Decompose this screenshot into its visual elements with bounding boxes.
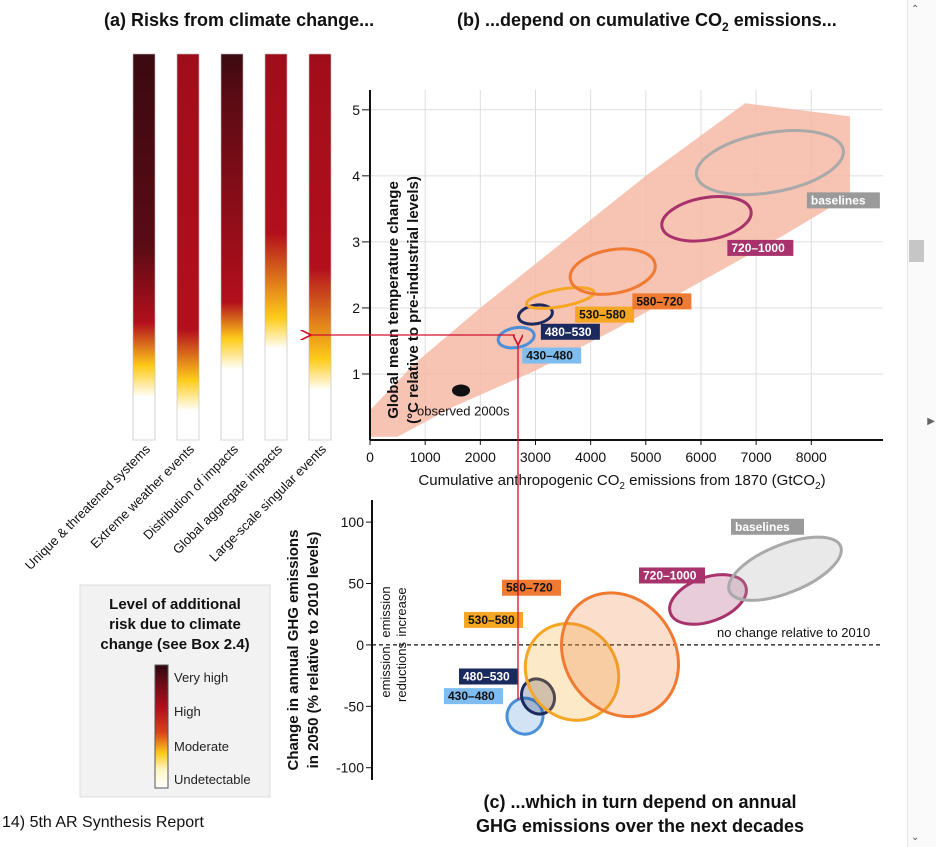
scenario-ellipse bbox=[660, 195, 753, 243]
x-tick-label: 1000 bbox=[410, 449, 441, 465]
scenario-tag bbox=[464, 611, 523, 628]
scenario-tag-label: 720–1000 bbox=[643, 568, 697, 582]
panel-c-ylabel-line2: in 2050 (% relative to 2010 levels) bbox=[305, 532, 322, 769]
scenario-tag-label: 580–720 bbox=[636, 294, 683, 308]
legend-very-high: Very high bbox=[174, 670, 228, 685]
panel-c-ylabel: Change in annual GHG emissions in 2050 (… bbox=[285, 530, 322, 771]
x-tick-label: 0 bbox=[366, 449, 374, 465]
y-tick-label: -50 bbox=[344, 698, 364, 714]
risk-bar bbox=[176, 53, 200, 441]
panel-c-ylabel-line1: Change in annual GHG emissions bbox=[285, 530, 302, 771]
legend-title-line2: risk due to climate bbox=[109, 616, 241, 633]
legend-high: High bbox=[174, 704, 201, 719]
panel-b-xlabel: Cumulative anthropogenic CO2 emissions f… bbox=[418, 472, 825, 492]
y-tick-label: 1 bbox=[352, 366, 360, 382]
y-tick-label: -100 bbox=[336, 760, 364, 776]
emission-increase-line2: increase bbox=[394, 587, 409, 636]
risk-bar bbox=[132, 53, 156, 441]
y-tick-label: 0 bbox=[356, 637, 364, 653]
scenario-tag bbox=[459, 668, 518, 685]
y-tick-label: 100 bbox=[341, 514, 365, 530]
vertical-scrollbar[interactable]: ⌃ ⌄ bbox=[907, 0, 936, 847]
chevron-up-icon[interactable]: ⌃ bbox=[911, 4, 920, 15]
y-tick-label: 50 bbox=[348, 576, 364, 592]
zero-line-label: no change relative to 2010 bbox=[717, 625, 870, 640]
scenario-tag bbox=[540, 323, 600, 340]
scenario-tag bbox=[639, 567, 705, 584]
uncertainty-plume bbox=[370, 103, 850, 437]
scrollbar-thumb[interactable] bbox=[909, 240, 924, 262]
scenario-tag-label: 430–480 bbox=[448, 689, 495, 703]
scenario-tag-label: 530–580 bbox=[468, 613, 515, 627]
risk-bars bbox=[132, 53, 332, 441]
risk-legend: Level of additional risk due to climate … bbox=[79, 584, 271, 798]
scenario-tag-label: 720–1000 bbox=[731, 241, 785, 255]
legend-title-line1: Level of additional bbox=[109, 596, 241, 613]
legend-moderate: Moderate bbox=[174, 739, 229, 754]
emission-reductions-label: emission reductions bbox=[378, 642, 409, 702]
y-tick-label: 4 bbox=[352, 168, 360, 184]
emission-reductions-line2: reductions bbox=[394, 642, 409, 702]
scenario-ellipse bbox=[517, 303, 554, 326]
panel-c-plot: 100 50 0 -50 -100 430–480 480–530 530–580 580–72… bbox=[336, 500, 883, 780]
scenario-tag bbox=[727, 239, 794, 256]
report-caption: 14) 5th AR Synthesis Report bbox=[2, 814, 204, 831]
panel-b-ylabel-line2: (°C relative to pre-industrial levels) bbox=[405, 176, 422, 424]
emission-increase-label: emission increase bbox=[378, 586, 409, 637]
risk-bar bbox=[264, 53, 288, 441]
scenario-tag bbox=[632, 293, 692, 310]
y-tick-label: 3 bbox=[352, 234, 360, 250]
x-tick-label: 3000 bbox=[520, 449, 551, 465]
risk-bar bbox=[308, 53, 332, 441]
x-tick-label: 5000 bbox=[630, 449, 661, 465]
scenario-tag bbox=[575, 306, 635, 323]
scenario-ellipse bbox=[568, 247, 657, 296]
legend-gradient-bar bbox=[154, 664, 169, 789]
scenario-tag-label: 530–580 bbox=[579, 308, 626, 322]
scenario-tag bbox=[502, 579, 561, 596]
scenario-tag-label: 480–530 bbox=[463, 669, 510, 683]
scenario-ellipse bbox=[694, 129, 845, 197]
y-tick-label: 2 bbox=[352, 300, 360, 316]
scenario-ellipse bbox=[523, 622, 621, 722]
scenario-tag bbox=[444, 688, 503, 705]
risk-bar bbox=[220, 53, 244, 441]
x-tick-label: 2000 bbox=[465, 449, 496, 465]
observed-2000s-label: observed 2000s bbox=[417, 403, 510, 418]
x-tick-label: 6000 bbox=[685, 449, 716, 465]
scenario-tag bbox=[522, 347, 582, 364]
panel-b-ylabel-line1: Global mean temperature change bbox=[385, 181, 402, 419]
panel-c-title-line2: GHG emissions over the next decades bbox=[476, 816, 804, 836]
scenario-tag-label: 480–530 bbox=[545, 325, 592, 339]
chevron-down-icon[interactable]: ⌄ bbox=[911, 832, 920, 843]
legend-title-line3: change (see Box 2.4) bbox=[100, 636, 249, 653]
scenario-tag-label: 580–720 bbox=[506, 581, 553, 595]
y-tick-label: 5 bbox=[352, 102, 360, 118]
scenario-tag-label: baselines bbox=[811, 193, 866, 207]
panel-a-title: (a) Risks from climate change... bbox=[104, 10, 374, 30]
scenario-tag-label: 430–480 bbox=[526, 349, 573, 363]
scenario-ellipse bbox=[727, 535, 843, 602]
connector-arrows bbox=[311, 335, 518, 700]
x-tick-label: 7000 bbox=[741, 449, 772, 465]
scenario-ellipse bbox=[505, 696, 545, 736]
panel-b-title: (b) ...depend on cumulative CO2 emission… bbox=[457, 10, 837, 34]
emission-increase-line1: emission bbox=[378, 586, 393, 637]
scenario-tag-label: baselines bbox=[735, 520, 790, 534]
panel-c-title-line1: (c) ...which in turn depend on annual bbox=[484, 792, 797, 812]
panel-b-ylabel: Global mean temperature change (°C relat… bbox=[385, 176, 422, 424]
triangle-right-icon[interactable]: ▶ bbox=[927, 416, 935, 427]
legend-undetectable: Undetectable bbox=[174, 772, 251, 787]
scenario-ellipse bbox=[560, 591, 680, 719]
x-tick-label: 8000 bbox=[796, 449, 827, 465]
x-tick-label: 4000 bbox=[575, 449, 606, 465]
panel-b-plot: 0 1000 2000 3000 4000 5000 6000 7000 8000 1 2 3 4 5 ob… bbox=[352, 90, 883, 465]
scenario-tag bbox=[806, 192, 880, 209]
scenario-ellipse bbox=[525, 286, 596, 310]
emission-reductions-line1: emission bbox=[378, 646, 393, 697]
observed-2000s-marker bbox=[452, 384, 471, 397]
scenario-tag bbox=[731, 518, 804, 535]
